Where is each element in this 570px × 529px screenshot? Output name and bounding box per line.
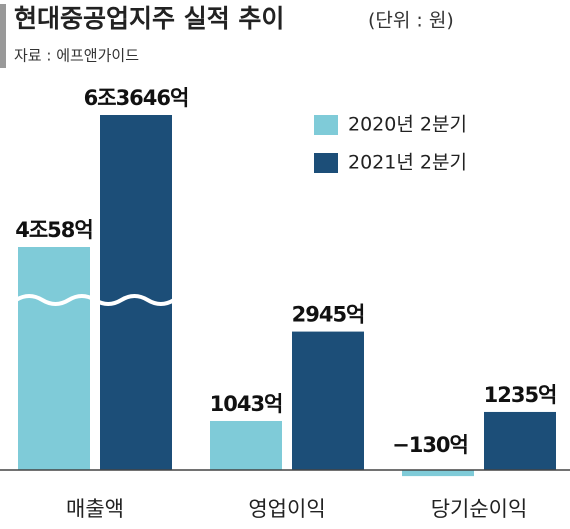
bar	[402, 470, 474, 477]
legend-swatch	[314, 115, 338, 135]
value-label: 6조3646억	[84, 86, 189, 110]
legend-label: 2021년 2분기	[348, 152, 467, 174]
legend-label: 2020년 2분기	[348, 114, 467, 136]
value-label: −130억	[392, 433, 468, 457]
title-accent	[0, 4, 6, 68]
bar	[210, 420, 282, 470]
unit-label: (단위 : 원)	[368, 10, 454, 32]
source-note: 자료 : 에프앤가이드	[14, 47, 139, 65]
bar	[100, 115, 172, 470]
x-tick-label: 매출액	[66, 497, 124, 521]
axis-break	[14, 294, 176, 306]
value-label: 1235억	[484, 383, 557, 407]
x-tick-label: 영업이익	[248, 497, 325, 521]
bar	[292, 331, 364, 470]
legend-swatch	[314, 153, 338, 173]
chart-title: 현대중공업지주 실적 추이	[14, 4, 284, 33]
value-label: 2945억	[292, 303, 365, 327]
bar	[484, 411, 556, 470]
value-label: 1043억	[210, 392, 283, 416]
value-label: 4조58억	[15, 218, 92, 242]
bar	[18, 247, 90, 470]
x-tick-label: 당기순이익	[431, 497, 528, 521]
